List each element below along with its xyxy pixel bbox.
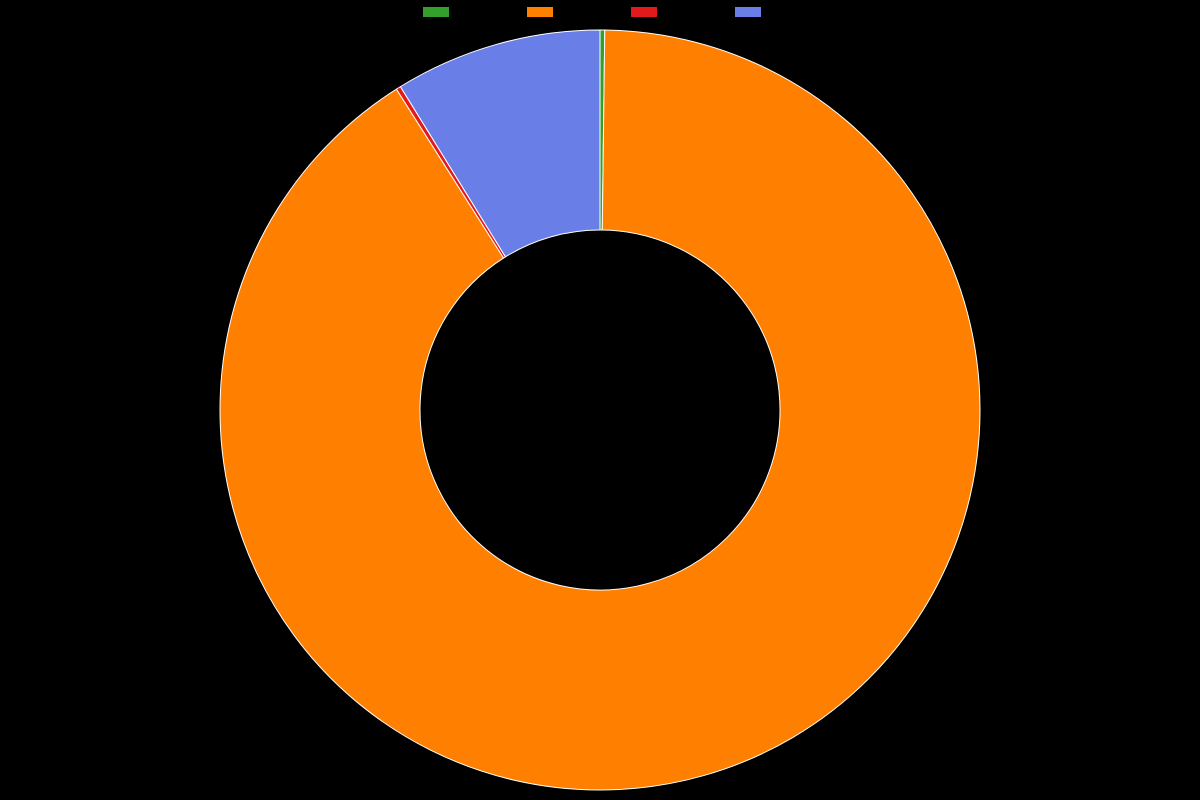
chart-stage	[0, 0, 1200, 800]
donut-chart	[0, 0, 1200, 800]
donut-chart-wrap	[0, 0, 1200, 800]
